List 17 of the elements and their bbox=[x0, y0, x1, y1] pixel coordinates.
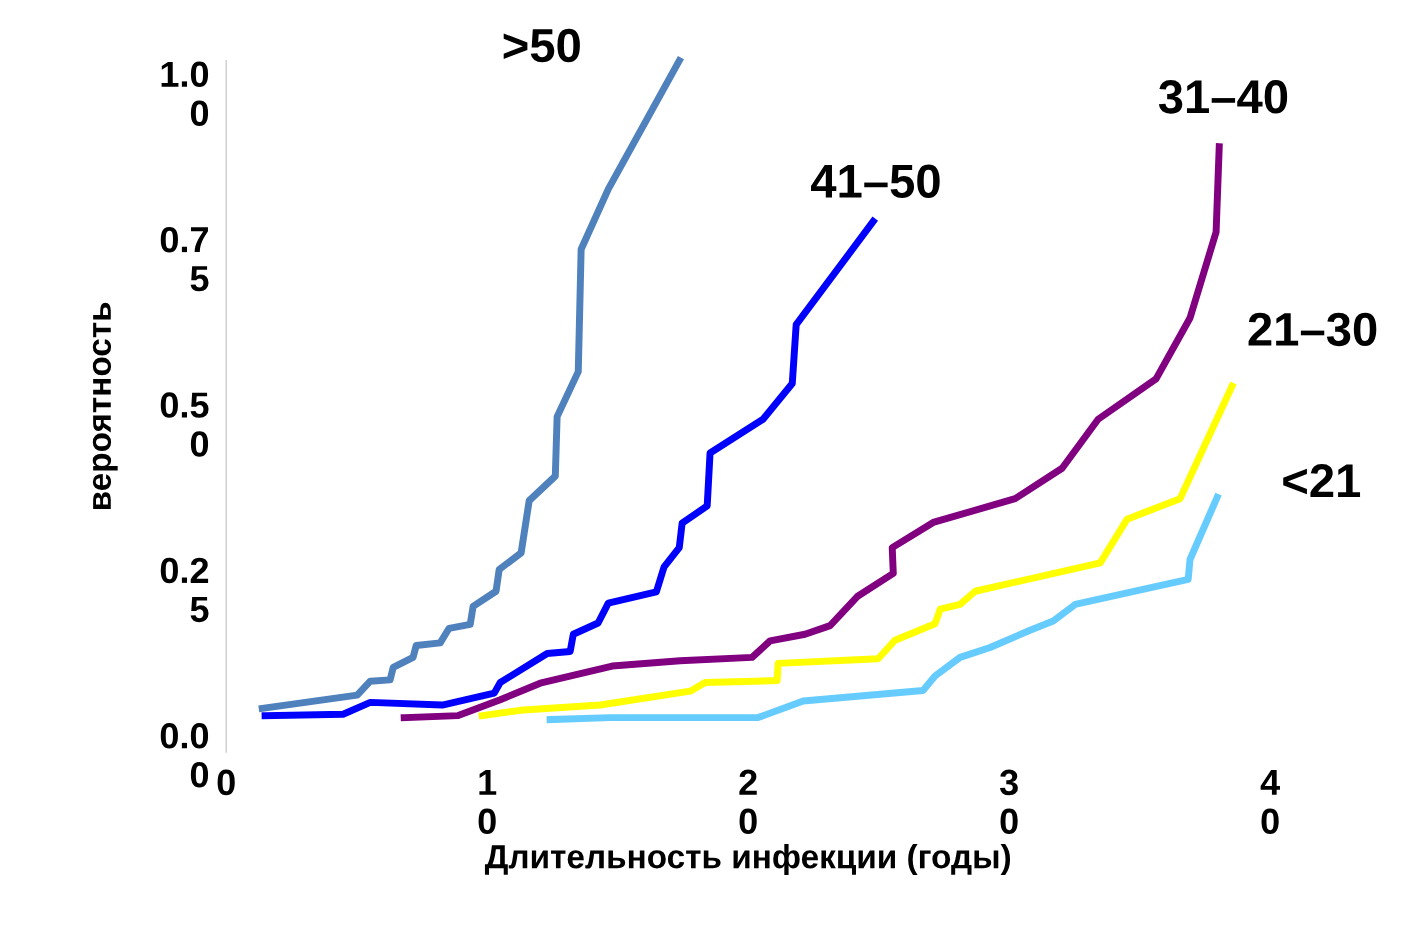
y-tick-label: 1.00 bbox=[161, 61, 209, 126]
x-tick-label: 2 0 bbox=[739, 769, 757, 835]
y-tick-label: 0.50 bbox=[160, 392, 209, 457]
series-label: 41–50 bbox=[811, 164, 940, 199]
y-axis-title: вероятность bbox=[92, 302, 118, 510]
series-label: 21–30 bbox=[1248, 312, 1377, 347]
series-label: >50 bbox=[503, 28, 580, 63]
y-tick-label: 0.75 bbox=[160, 226, 209, 292]
x-tick-label: 4 0 bbox=[1260, 769, 1280, 835]
y-tick-label: 0.00 bbox=[160, 723, 209, 788]
x-tick-label: 1 0 bbox=[478, 769, 497, 835]
series-label: <21 bbox=[1283, 464, 1361, 498]
x-tick-label: 3 0 bbox=[999, 769, 1018, 835]
y-tick-label: 0.25 bbox=[160, 557, 209, 623]
x-tick-label: 0 bbox=[217, 769, 235, 796]
series-label: 31–40 bbox=[1158, 80, 1288, 114]
x-axis-title: Длительность инфекции (годы) bbox=[484, 844, 1011, 876]
